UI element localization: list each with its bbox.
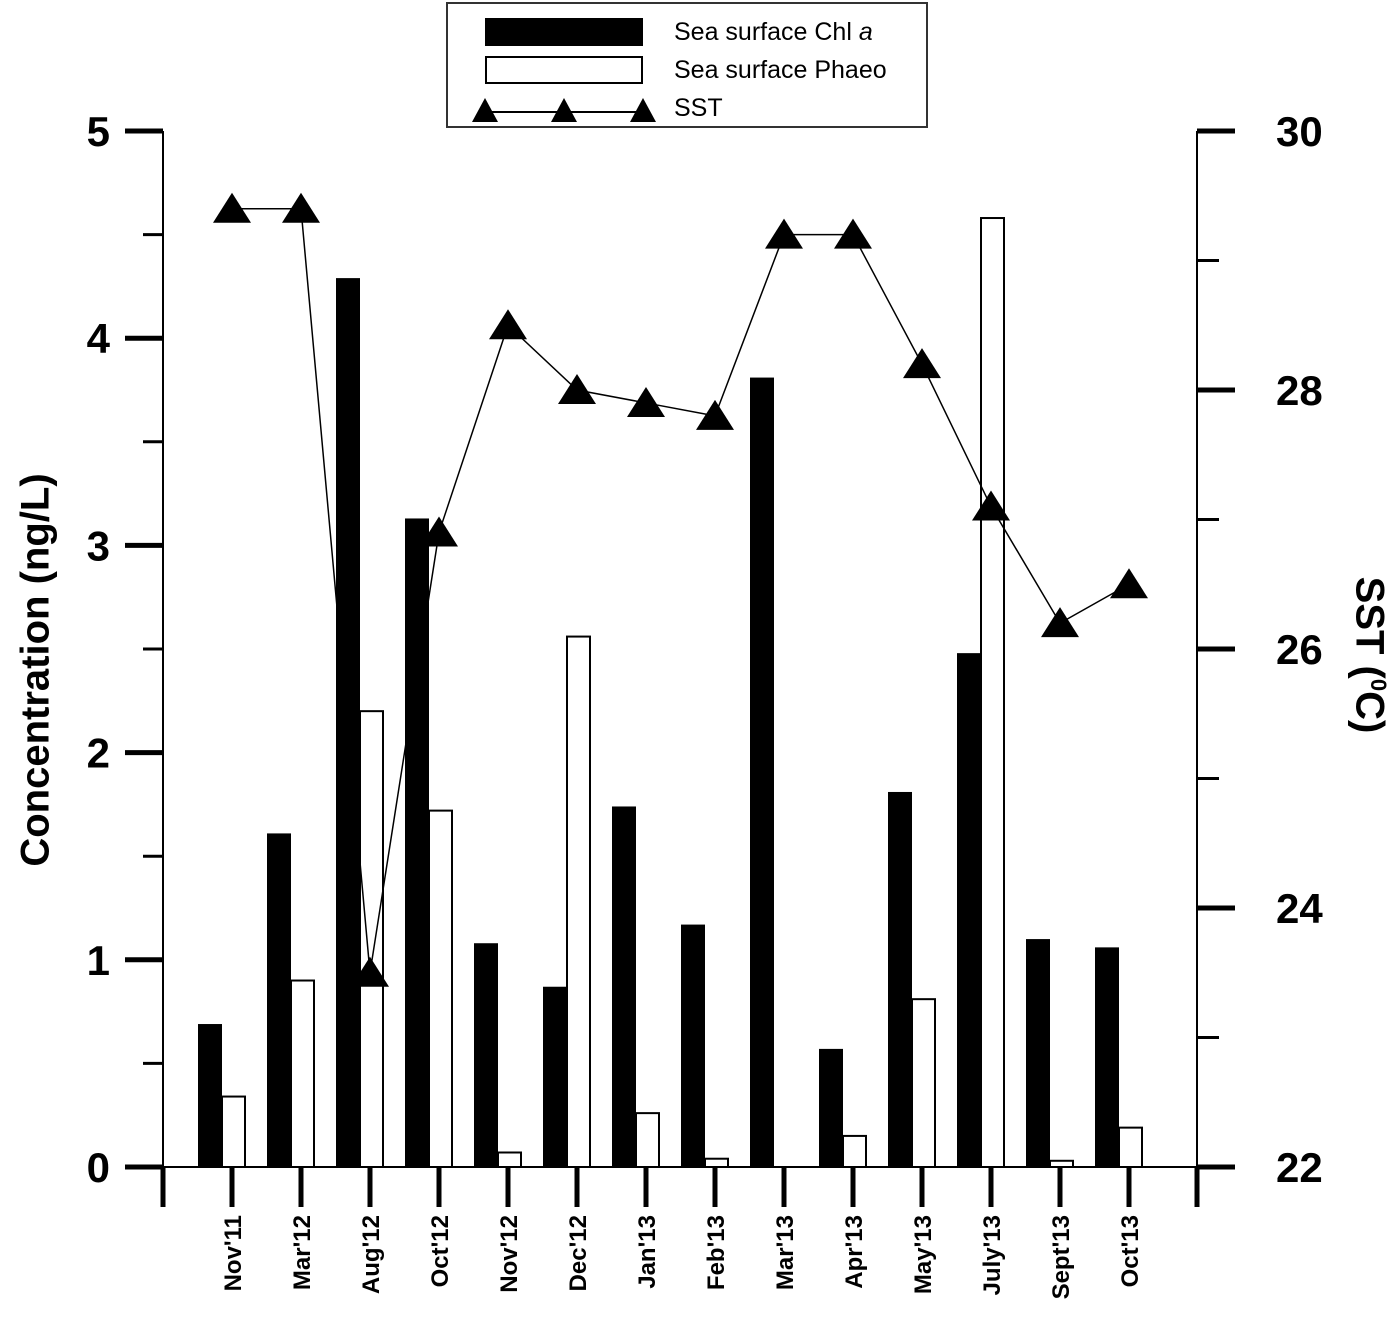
sst-triangle-marker bbox=[696, 399, 734, 430]
x-tick-label: July'13 bbox=[979, 1215, 1006, 1295]
phaeo-swatch-icon bbox=[485, 56, 643, 84]
x-tick-label: Feb'13 bbox=[703, 1215, 730, 1290]
phaeo-bar bbox=[911, 998, 936, 1169]
chl-bar bbox=[612, 806, 636, 1167]
y-right-tick-label: 24 bbox=[1276, 885, 1323, 932]
sst-triangle-marker bbox=[903, 348, 941, 379]
phaeo-bar bbox=[635, 1112, 660, 1169]
x-tick-label: Mar'13 bbox=[772, 1215, 799, 1290]
x-tick-label: Oct'13 bbox=[1117, 1215, 1144, 1287]
chl-bar bbox=[543, 986, 567, 1167]
y-left-tick-label: 3 bbox=[87, 522, 110, 569]
sst-triangle-marker bbox=[558, 374, 596, 404]
chl-bar bbox=[957, 653, 981, 1167]
chl-bar bbox=[681, 924, 705, 1167]
legend-item-phaeo: Sea surface Phaeo bbox=[448, 56, 926, 88]
y-left-tick-label: 0 bbox=[87, 1144, 110, 1191]
chl-bar bbox=[1095, 947, 1119, 1167]
x-tick-label: Nov'11 bbox=[220, 1215, 247, 1291]
y-right-tick-label: 26 bbox=[1276, 626, 1323, 673]
phaeo-bar bbox=[704, 1157, 729, 1169]
phaeo-bar bbox=[980, 217, 1005, 1169]
chl-bar bbox=[474, 943, 498, 1167]
y-left-tick-label: 1 bbox=[87, 937, 110, 984]
phaeo-bar bbox=[359, 710, 384, 1168]
sst-triangle-marker bbox=[972, 490, 1010, 521]
sst-triangle-marker bbox=[765, 218, 803, 249]
sst-triangle-marker bbox=[834, 218, 872, 249]
sst-triangle-marker bbox=[213, 192, 251, 223]
legend-item-sst: SST bbox=[448, 94, 926, 126]
x-tick-label: Dec'12 bbox=[565, 1215, 592, 1291]
sst-triangle-marker bbox=[1110, 568, 1148, 599]
legend-label-sst: SST bbox=[674, 94, 723, 122]
chl-bar bbox=[819, 1048, 843, 1167]
y-left-tick-label: 2 bbox=[87, 730, 110, 777]
chl-bar bbox=[888, 791, 912, 1167]
sst-triangle-marker bbox=[420, 516, 458, 547]
sst-triangle-marker bbox=[489, 309, 527, 340]
y-right-tick-label: 22 bbox=[1276, 1144, 1323, 1191]
legend-label-chl: Sea surface Chl a bbox=[674, 18, 873, 46]
phaeo-bar bbox=[221, 1095, 246, 1168]
legend-label-phaeo: Sea surface Phaeo bbox=[674, 56, 887, 84]
x-tick-label: Jan'13 bbox=[634, 1215, 661, 1289]
y-right-tick-label: 30 bbox=[1276, 108, 1323, 155]
chl-swatch-icon bbox=[485, 18, 643, 46]
sst-triangle-marker bbox=[282, 192, 320, 223]
x-tick-label: Nov'12 bbox=[496, 1215, 523, 1293]
axes-layer bbox=[125, 128, 1235, 1207]
x-tick-label: Oct'12 bbox=[427, 1215, 454, 1287]
legend-item-chl: Sea surface Chl a bbox=[448, 18, 926, 50]
x-tick-label: Aug'12 bbox=[358, 1215, 385, 1294]
phaeo-bar bbox=[497, 1151, 522, 1168]
sst-line-layer bbox=[213, 192, 1148, 987]
chl-bar bbox=[198, 1024, 222, 1167]
sst-line bbox=[232, 207, 1130, 973]
phaeo-bar bbox=[566, 635, 591, 1168]
y-axis-left-title: Concentration (ng/L) bbox=[13, 473, 58, 867]
chl-bar bbox=[1026, 939, 1050, 1167]
phaeo-bar bbox=[428, 809, 453, 1169]
chl-bar bbox=[267, 833, 291, 1167]
phaeo-bar bbox=[290, 979, 315, 1169]
x-tick-label: May'13 bbox=[910, 1215, 937, 1294]
y-left-tick-label: 5 bbox=[87, 108, 110, 155]
sst-triangle-marker bbox=[627, 386, 665, 417]
legend: Sea surface Chl a Sea surface Phaeo SST bbox=[446, 2, 928, 128]
phaeo-bar bbox=[842, 1134, 867, 1169]
y-axis-right-title: SST (0C) bbox=[1347, 576, 1392, 734]
y-right-tick-label: 28 bbox=[1276, 367, 1323, 414]
sst-triangle-marker bbox=[351, 956, 389, 987]
y-left-tick-label: 4 bbox=[87, 315, 111, 362]
x-tick-label: Sept'13 bbox=[1048, 1215, 1075, 1299]
bars-layer bbox=[198, 217, 1143, 1169]
tick-labels-layer: Nov'11 Mar'12 Aug'12 Oct'12 Nov'12 Dec'12 Jan'… bbox=[87, 108, 1324, 1299]
x-tick-label: Mar'12 bbox=[289, 1215, 316, 1290]
chl-bar bbox=[750, 377, 774, 1167]
sst-triangle-marker bbox=[1041, 607, 1079, 638]
phaeo-bar bbox=[1118, 1126, 1143, 1168]
x-tick-label: Apr'13 bbox=[841, 1215, 868, 1289]
sst-triangle-line-icon bbox=[472, 98, 656, 122]
